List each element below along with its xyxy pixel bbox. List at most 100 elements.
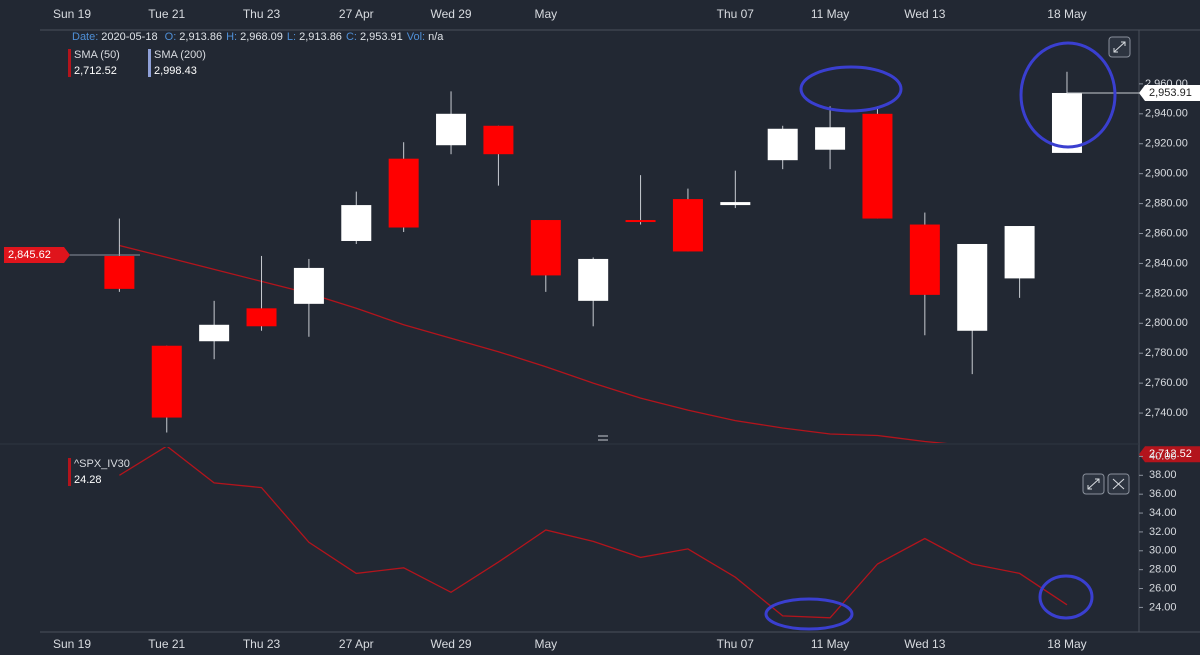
- candle-body: [199, 324, 230, 342]
- y-tick-label: 2,920.00: [1145, 138, 1188, 150]
- candle-body: [1004, 226, 1035, 279]
- candle-body: [483, 125, 514, 155]
- legend-swatch: [68, 458, 71, 486]
- header-key: L:: [286, 31, 297, 43]
- y-tick-label: 2,820.00: [1145, 287, 1188, 299]
- x-tick-label: Tue 21: [148, 7, 185, 21]
- sma-line: [119, 244, 948, 443]
- y-tick-label: 32.00: [1149, 526, 1177, 538]
- header-key: H:: [226, 31, 238, 43]
- header-value: 2,953.91: [359, 31, 403, 43]
- candle-body: [436, 113, 467, 146]
- highlight-ellipse: [1038, 574, 1094, 620]
- expand-button[interactable]: [1108, 36, 1131, 58]
- y-tick-label: 2,760.00: [1145, 377, 1188, 389]
- y-tick-label: 24.00: [1149, 601, 1177, 613]
- x-tick-label: Sun 19: [53, 7, 91, 21]
- candle-body: [625, 220, 656, 223]
- y-tick-label: 2,880.00: [1145, 197, 1188, 209]
- candle-body: [578, 258, 609, 301]
- header-value: 2,913.86: [179, 31, 223, 43]
- highlight-ellipse: [764, 597, 854, 631]
- legend-value: 2,712.52: [74, 65, 117, 77]
- candle-body: [388, 158, 419, 228]
- price-tag-label: 2,953.91: [1149, 87, 1192, 99]
- candle-body: [815, 127, 846, 150]
- candles: [104, 71, 1082, 443]
- date-key: Date:: [72, 31, 99, 43]
- header-key: O:: [164, 31, 177, 43]
- price-tag: [1139, 446, 1200, 463]
- x-tick-label: Wed 29: [430, 7, 471, 21]
- y-tick-label: 2,860.00: [1145, 227, 1188, 239]
- x-tick-label: 27 Apr: [339, 7, 374, 21]
- legend-swatch: [148, 49, 151, 77]
- x-tick-label: Thu 07: [717, 7, 755, 21]
- candle-body: [246, 308, 277, 327]
- highlight-ellipse: [799, 65, 903, 113]
- x-tick-label: Wed 13: [904, 7, 945, 21]
- legend-name: ^SPX_IV30: [74, 458, 130, 470]
- x-tick-label: 27 Apr: [339, 637, 374, 651]
- header-value: 2,968.09: [240, 31, 283, 43]
- x-tick-label: May: [534, 637, 557, 651]
- y-tick-label: 26.00: [1149, 582, 1177, 594]
- header-key: C:: [345, 31, 357, 43]
- x-tick-label: Tue 21: [148, 637, 185, 651]
- price-tag-label: 2,845.62: [8, 249, 51, 261]
- candle-body: [341, 205, 372, 241]
- candle-body: [104, 255, 135, 289]
- x-tick-label: 11 May: [811, 7, 849, 21]
- candle-body: [767, 128, 798, 161]
- x-tick-label: Sun 19: [53, 637, 91, 651]
- legend-swatch: [68, 49, 71, 77]
- y-tick-label: 40.00: [1149, 450, 1177, 462]
- legend-name: SMA (200): [154, 49, 206, 61]
- x-tick-label: 11 May: [811, 637, 849, 651]
- price-tag: [1139, 84, 1200, 101]
- header-value: n/a: [428, 31, 444, 43]
- candle-body: [862, 113, 893, 219]
- x-tick-label: Wed 29: [430, 637, 471, 651]
- x-tick-label: May: [534, 7, 557, 21]
- expand-button[interactable]: [1082, 473, 1105, 495]
- x-tick-label: Thu 07: [717, 637, 755, 651]
- close-button[interactable]: [1107, 473, 1130, 495]
- date-value: 2020-05-18: [101, 31, 158, 43]
- y-tick-label: 2,940.00: [1145, 108, 1188, 120]
- lines: [119, 447, 1068, 619]
- candle-body: [720, 202, 751, 206]
- x-tick-label: Wed 13: [904, 637, 945, 651]
- x-tick-label: 18 May: [1047, 7, 1086, 21]
- y-tick-label: 36.00: [1149, 488, 1177, 500]
- legend-name: SMA (50): [74, 49, 120, 61]
- x-tick-label: Thu 23: [243, 7, 281, 21]
- candle-body: [957, 243, 988, 331]
- y-tick-label: 2,740.00: [1145, 407, 1188, 419]
- y-tick-label: 34.00: [1149, 507, 1177, 519]
- legend-value: 24.28: [74, 474, 102, 486]
- y-tick-label: 2,840.00: [1145, 257, 1188, 269]
- legend-value: 2,998.43: [154, 65, 197, 77]
- ohlc-header: Date: 2020-05-18 O: 2,913.86 H: 2,968.09 L: 2,…: [72, 31, 447, 43]
- y-tick-label: 28.00: [1149, 564, 1177, 576]
- candle-body: [909, 224, 940, 295]
- header-key: Vol:: [406, 31, 426, 43]
- x-tick-label: 18 May: [1047, 637, 1086, 651]
- price-tag: [4, 247, 70, 264]
- header-value: 2,913.86: [299, 31, 342, 43]
- line: [119, 447, 1068, 619]
- candle-body: [293, 267, 324, 304]
- y-tick-label: 2,780.00: [1145, 347, 1188, 359]
- annotations: [764, 41, 1117, 631]
- y-tick-label: 2,800.00: [1145, 317, 1188, 329]
- y-tick-label: 38.00: [1149, 469, 1177, 481]
- x-tick-label: Thu 23: [243, 637, 281, 651]
- candle-body: [1051, 92, 1082, 153]
- highlight-ellipse: [1019, 41, 1117, 149]
- y-tick-label: 30.00: [1149, 545, 1177, 557]
- candle-body: [530, 220, 561, 276]
- candle-body: [672, 199, 703, 252]
